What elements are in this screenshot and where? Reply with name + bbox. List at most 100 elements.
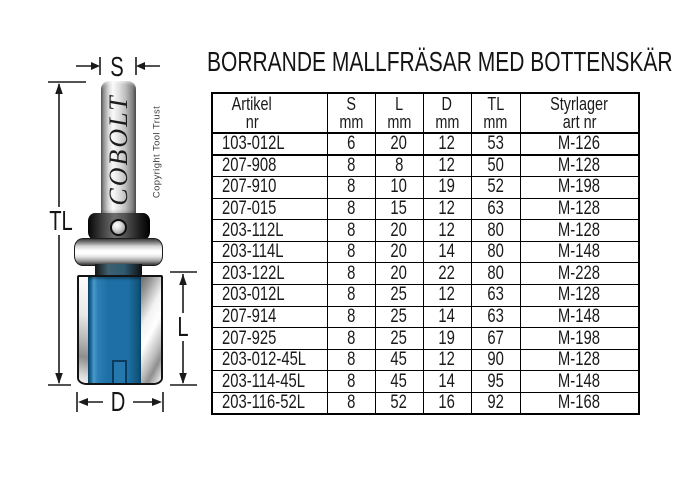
table-cell: 25	[374, 284, 424, 307]
table-cell: 8	[374, 154, 424, 178]
table-cell: 203-116-52L	[211, 392, 328, 415]
table-cell: M-148	[519, 370, 640, 394]
table-cell: 203-122L	[211, 262, 328, 286]
table-cell: 8	[326, 176, 376, 199]
table-cell: 8	[326, 219, 376, 242]
table-cell: 80	[470, 240, 521, 264]
header-cell-tl: TL mm	[470, 92, 521, 134]
tool-shank	[101, 81, 136, 213]
table-row: 203-114L 8 20 14 80 M-148	[211, 240, 640, 264]
table-cell: 6	[326, 132, 376, 156]
dim-label-l: L	[172, 313, 194, 341]
table-cell: 8	[326, 370, 376, 394]
table-cell: M-168	[519, 392, 640, 415]
table-row: 207-925 8 25 19 67 M-198	[211, 327, 640, 350]
table-cell: M-128	[519, 197, 640, 221]
table-cell: 203-012L	[211, 284, 328, 307]
table-cell: 12	[422, 197, 472, 221]
table-row: 103-012L 6 20 12 53 M-126	[211, 132, 640, 156]
table-row: 207-914 8 25 14 63 M-148	[211, 305, 640, 329]
cutter-flute-left-icon	[79, 277, 88, 383]
table-cell: 8	[326, 154, 376, 178]
table-cell: 20	[374, 262, 424, 286]
table-row: 207-015 8 15 12 63 M-128	[211, 197, 640, 221]
bearing-washer	[74, 238, 163, 266]
table-cell: 90	[470, 348, 521, 372]
table-row: 203-116-52L 8 52 16 92 M-168	[211, 392, 640, 415]
table-row: 203-114-45L 8 45 14 95 M-148	[211, 370, 640, 394]
table-cell: 8	[326, 284, 376, 307]
cutter-bottom-notch	[112, 360, 127, 383]
dim-label-d: D	[110, 386, 126, 417]
table-cell: 67	[470, 327, 521, 350]
table-cell: 20	[374, 240, 424, 264]
table-row: 203-012L 8 25 12 63 M-128	[211, 284, 640, 307]
header-cell-artikel: Artikel nr	[211, 92, 328, 134]
table-cell: 8	[326, 392, 376, 415]
table-cell: 203-112L	[211, 219, 328, 242]
table-cell: 207-910	[211, 176, 328, 199]
table-cell: M-128	[519, 219, 640, 242]
table-cell: 8	[326, 327, 376, 350]
table-cell: 203-114-45L	[211, 370, 328, 394]
table-cell: 8	[326, 348, 376, 372]
table-cell: 12	[422, 284, 472, 307]
table-cell: M-148	[519, 305, 640, 329]
table-cell: 25	[374, 327, 424, 350]
table-cell: M-198	[519, 327, 640, 350]
cutter-flute-right-icon	[141, 277, 161, 383]
table-cell: 14	[422, 370, 472, 394]
table-cell: 12	[422, 154, 472, 178]
table-cell: 203-114L	[211, 240, 328, 264]
dim-label-s: S	[110, 51, 124, 82]
table-cell: 203-012-45L	[211, 348, 328, 372]
table-cell: 63	[470, 197, 521, 221]
table-cell: 12	[422, 219, 472, 242]
table-cell: 45	[374, 370, 424, 394]
table-cell: 80	[470, 262, 521, 286]
table-cell: M-228	[519, 262, 640, 286]
table-cell: 63	[470, 305, 521, 329]
table-cell: 19	[422, 327, 472, 350]
table-cell: 80	[470, 219, 521, 242]
table-cell: 207-925	[211, 327, 328, 350]
table-cell: 22	[422, 262, 472, 286]
table-cell: 12	[422, 348, 472, 372]
table-cell: 52	[470, 176, 521, 199]
copyright-text: Copyright Tool Trust	[151, 105, 163, 199]
cutter-neck	[95, 264, 142, 276]
dim-label-tl: TL	[47, 205, 75, 236]
table-cell: M-128	[519, 348, 640, 372]
table-cell: 19	[422, 176, 472, 199]
table-cell: 95	[470, 370, 521, 394]
table-cell: 8	[326, 240, 376, 264]
table-cell: M-128	[519, 284, 640, 307]
table-cell: M-198	[519, 176, 640, 199]
table-row: 203-112L 8 20 12 80 M-128	[211, 219, 640, 242]
table-cell: 8	[326, 305, 376, 329]
table-row: 203-012-45L 8 45 12 90 M-128	[211, 348, 640, 372]
table-cell: 50	[470, 154, 521, 178]
table-cell: 92	[470, 392, 521, 415]
table-cell: 14	[422, 305, 472, 329]
table-cell: M-148	[519, 240, 640, 264]
table-cell: M-126	[519, 132, 640, 156]
table-cell: M-128	[519, 154, 640, 178]
header-cell-styrlager: Styrlager art nr	[519, 92, 640, 134]
table-row: 207-910 8 10 19 52 M-198	[211, 176, 640, 199]
table-cell: 14	[422, 240, 472, 264]
tool-diagram: COBOLT Copyright Tool Trust	[0, 0, 210, 440]
table-cell: 45	[374, 348, 424, 372]
table-cell: 207-914	[211, 305, 328, 329]
cutter-body	[77, 275, 163, 385]
table-cell: 20	[374, 219, 424, 242]
table-cell: 20	[374, 132, 424, 156]
table-cell: 63	[470, 284, 521, 307]
table-cell: 53	[470, 132, 521, 156]
table-cell: 207-015	[211, 197, 328, 221]
